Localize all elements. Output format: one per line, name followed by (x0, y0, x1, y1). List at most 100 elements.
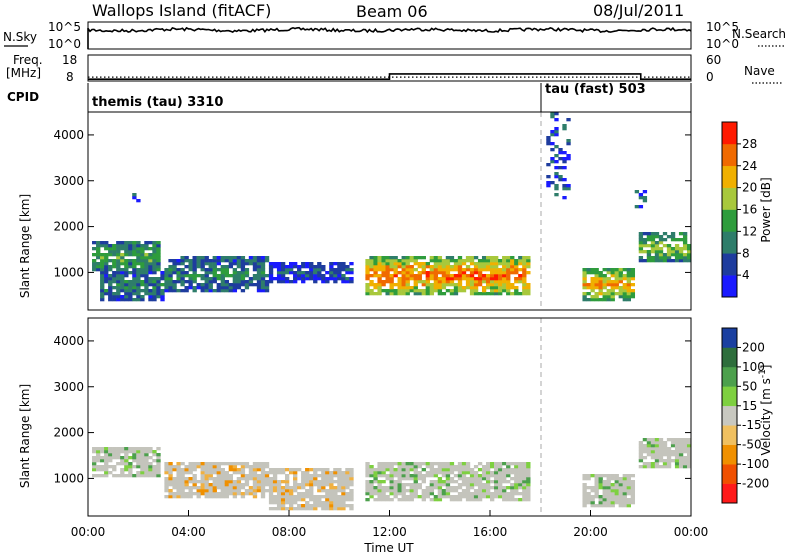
echo-cell (606, 489, 611, 493)
echo-cell (441, 265, 447, 269)
echo-cell (494, 495, 499, 499)
echo-cell (280, 280, 286, 284)
echo-cell (522, 262, 527, 266)
echo-cell (642, 244, 648, 248)
echo-cell (377, 274, 382, 278)
echo-cell (457, 486, 463, 490)
echo-cell (136, 462, 141, 466)
colorbar-swatch (722, 328, 737, 348)
echo-cell (465, 268, 471, 272)
echo-cell (132, 265, 137, 269)
echo-cell (160, 271, 165, 275)
echo-cell (518, 274, 523, 278)
echo-cell (417, 465, 422, 469)
echo-cell (188, 265, 193, 269)
echo-cell (405, 277, 410, 281)
echo-cell (132, 196, 137, 200)
echo-cell (301, 504, 306, 508)
echo-cell (156, 247, 161, 251)
echo-cell (582, 495, 587, 499)
echo-cell (377, 289, 382, 293)
echo-cell (650, 259, 656, 263)
echo-cell (284, 268, 290, 272)
echo-cell (449, 498, 455, 502)
echo-cell (618, 492, 623, 496)
echo-cell (297, 495, 302, 499)
echo-cell (220, 492, 225, 496)
echo-cell (642, 241, 648, 245)
echo-cell (465, 492, 471, 496)
echo-cell (216, 465, 221, 469)
echo-cell (96, 262, 101, 266)
echo-cell (481, 286, 487, 290)
echo-cell (494, 462, 499, 466)
echo-cell (401, 256, 406, 260)
echo-cell (224, 268, 229, 272)
echo-cell (510, 477, 515, 481)
echo-cell (622, 292, 627, 296)
echo-cell (622, 492, 627, 496)
echo-cell (260, 474, 266, 478)
echo-cell (301, 498, 306, 502)
echo-cell (437, 268, 443, 272)
echo-cell (140, 280, 145, 284)
echo-cell (397, 471, 402, 475)
echo-cell (421, 265, 426, 269)
echo-cell (461, 489, 467, 493)
echo-cell (397, 289, 402, 293)
echo-cell (381, 495, 386, 499)
echo-cell (268, 492, 274, 496)
power-echo-cells (92, 112, 692, 302)
echo-cell (606, 295, 611, 299)
echo-cell (184, 465, 189, 469)
echo-cell (329, 486, 334, 490)
echo-cell (638, 193, 644, 197)
echo-cell (409, 483, 414, 487)
echo-cell (606, 268, 611, 272)
echo-cell (365, 259, 370, 263)
echo-cell (554, 160, 559, 164)
echo-cell (594, 277, 599, 281)
echo-cell (176, 489, 181, 493)
echo-cell (650, 450, 656, 454)
echo-cell (682, 441, 688, 445)
echo-cell (228, 259, 234, 263)
echo-cell (630, 483, 636, 487)
echo-cell (256, 289, 262, 293)
echo-cell (240, 265, 246, 269)
echo-cell (200, 289, 205, 293)
echo-cell (393, 489, 398, 493)
echo-cell (381, 271, 386, 275)
echo-cell (305, 468, 310, 472)
echo-cell (425, 280, 430, 284)
echo-cell (260, 280, 266, 284)
echo-cell (128, 468, 133, 472)
echo-cell (164, 477, 169, 481)
echo-cell (622, 498, 627, 502)
echo-cell (670, 438, 676, 442)
echo-cell (256, 280, 262, 284)
echo-cell (389, 492, 394, 496)
echo-cell (441, 280, 447, 284)
echo-cell (168, 265, 173, 269)
colorbar-frame (721, 327, 738, 504)
colorbar-swatch (722, 187, 737, 210)
echo-cell (433, 480, 439, 484)
echo-cell (646, 465, 652, 469)
echo-cell (461, 468, 467, 472)
colorbar-swatch (722, 464, 737, 484)
date-label: 08/Jul/2011 (593, 1, 684, 20)
echo-cell (365, 283, 370, 287)
echo-cell (192, 492, 197, 496)
echo-cell (164, 280, 169, 284)
echo-cell (317, 277, 322, 281)
echo-cell (220, 280, 225, 284)
echo-cell (594, 492, 599, 496)
echo-cell (630, 501, 636, 505)
echo-cell (441, 474, 447, 478)
echo-cell (481, 477, 487, 481)
echo-cell (477, 462, 483, 466)
echo-cell (280, 501, 286, 505)
echo-cell (606, 292, 611, 296)
echo-cell (321, 480, 326, 484)
